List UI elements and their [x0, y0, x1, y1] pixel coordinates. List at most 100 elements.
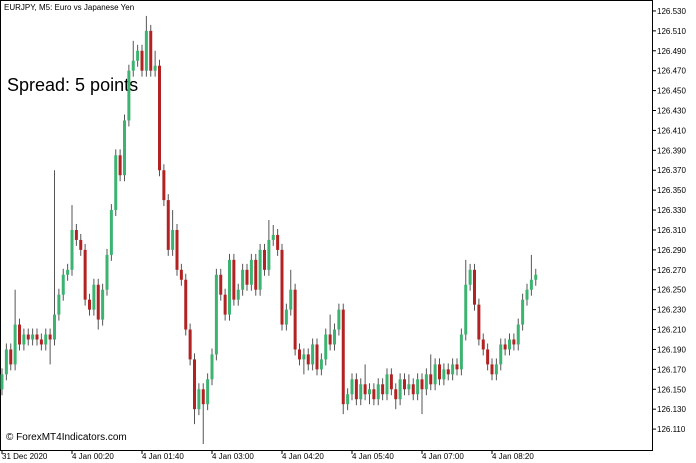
- candle-body: [473, 269, 476, 305]
- candle-body: [105, 254, 109, 290]
- candle-body: [22, 334, 26, 345]
- candle-body: [249, 259, 253, 285]
- x-tick-label: 4 Jan 00:20: [72, 452, 114, 461]
- candle-body: [512, 339, 516, 345]
- candle-body: [88, 299, 91, 310]
- spread-label: Spread: 5 points: [7, 75, 138, 95]
- candle-body: [206, 379, 210, 405]
- candle-body: [411, 384, 415, 395]
- candle-body: [83, 249, 87, 300]
- candle-body: [179, 269, 183, 280]
- candle-body: [368, 389, 371, 395]
- candle-body: [420, 379, 424, 390]
- candle-body: [223, 294, 227, 315]
- candle-body: [481, 339, 485, 350]
- candle-body: [184, 279, 188, 330]
- candle-body: [114, 155, 118, 211]
- candle-body: [144, 30, 148, 71]
- candle-body: [494, 364, 498, 375]
- x-tick-label: 4 Jan 03:00: [212, 452, 254, 461]
- candle-body: [398, 379, 402, 400]
- candle-body: [263, 249, 266, 270]
- candle-body: [0, 374, 4, 390]
- candle-body: [188, 329, 192, 360]
- candle-body: [350, 379, 354, 395]
- candle-body: [166, 200, 170, 250]
- candle-body: [381, 384, 385, 395]
- candle-body: [346, 394, 350, 405]
- y-tick-label: 126.310: [657, 226, 686, 235]
- candle-body: [429, 374, 433, 385]
- candle-body: [315, 344, 319, 370]
- candle-body: [529, 279, 533, 290]
- candle-body: [363, 384, 367, 395]
- candle-body: [267, 239, 271, 270]
- candle-body: [66, 269, 70, 275]
- candle-body: [258, 249, 262, 290]
- candle-body: [31, 334, 35, 340]
- candle-body: [477, 304, 481, 340]
- candle-body: [499, 344, 503, 365]
- candle-body: [175, 229, 179, 270]
- x-tick-label: 4 Jan 01:40: [142, 452, 184, 461]
- candle-body: [328, 334, 332, 345]
- candle-body: [424, 374, 428, 390]
- candle-body: [302, 354, 306, 360]
- candle-body: [324, 334, 328, 360]
- candle-body: [70, 229, 74, 270]
- y-tick-label: 126.510: [657, 27, 686, 36]
- y-tick-label: 126.470: [657, 67, 686, 76]
- candle-body: [18, 324, 21, 345]
- y-tick-label: 126.130: [657, 405, 686, 414]
- x-tick-label: 31 Dec 2020: [2, 452, 48, 461]
- candle-body: [74, 229, 78, 240]
- candle-body: [228, 259, 231, 315]
- candle-body: [254, 259, 258, 290]
- candle-body: [490, 364, 494, 375]
- candle-body: [276, 234, 280, 250]
- candle-body: [394, 389, 398, 400]
- candle-body: [44, 334, 48, 345]
- y-tick-label: 126.290: [657, 246, 686, 255]
- candle-body: [376, 384, 380, 400]
- y-tick-label: 126.210: [657, 326, 686, 335]
- candle-body: [433, 364, 437, 385]
- candle-body: [372, 389, 376, 400]
- y-tick-label: 126.490: [657, 47, 686, 56]
- candle-body: [53, 314, 56, 340]
- candle-body: [236, 289, 240, 300]
- candle-body: [521, 299, 525, 325]
- candle-body: [341, 309, 345, 405]
- candle-body: [171, 229, 175, 250]
- y-tick-label: 126.410: [657, 126, 686, 135]
- y-tick-label: 126.370: [657, 166, 686, 175]
- candle-body: [416, 379, 420, 395]
- candle-body: [197, 389, 201, 410]
- candle-body: [354, 379, 358, 400]
- candle-body: [48, 334, 52, 340]
- watermark: © ForexMT4Indicators.com: [6, 432, 127, 443]
- x-tick-label: 4 Jan 04:20: [282, 452, 324, 461]
- candle-body: [337, 309, 341, 330]
- candle-body: [219, 274, 223, 295]
- y-tick-label: 126.330: [657, 206, 686, 215]
- candle-body: [525, 289, 529, 300]
- x-tick-label: 4 Jan 05:40: [352, 452, 394, 461]
- plot-frame: [0, 0, 653, 451]
- chart-title: EURJPY, M5: Euro vs Japanese Yen: [4, 3, 134, 12]
- candle-body: [109, 210, 113, 255]
- candle-body: [486, 349, 490, 365]
- candle-body: [333, 329, 336, 345]
- candle-body: [455, 364, 459, 370]
- candle-body: [193, 359, 196, 410]
- candle-body: [508, 339, 511, 350]
- candle-body: [389, 374, 393, 390]
- candle-body: [280, 249, 284, 325]
- candle-body: [359, 384, 363, 400]
- candle-body: [438, 364, 441, 380]
- candle-body: [140, 50, 144, 71]
- candle-body: [101, 289, 105, 320]
- candle-body: [459, 334, 463, 370]
